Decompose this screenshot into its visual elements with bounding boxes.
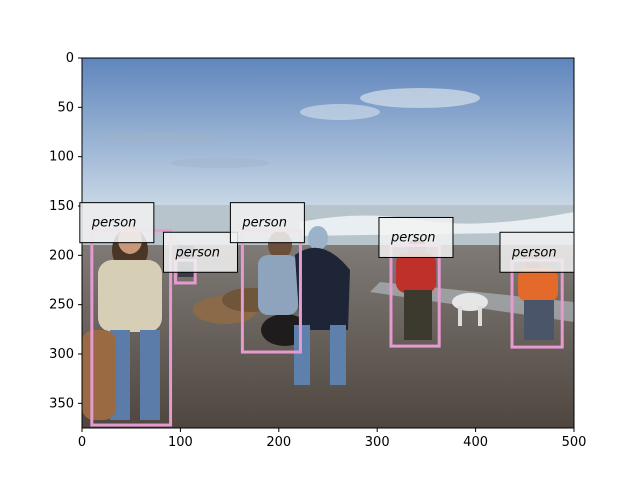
y-tick-label: 0 xyxy=(66,51,74,66)
detection-label-bg xyxy=(229,202,305,244)
dog-brown-left xyxy=(82,330,116,420)
detection-label-bg xyxy=(162,231,238,273)
x-tick-label: 100 xyxy=(168,435,193,450)
detection-boxes: person person person person person xyxy=(79,202,575,427)
y-tick-label: 100 xyxy=(49,150,74,165)
person-figure-navy xyxy=(294,226,350,385)
detection-label: person xyxy=(174,245,220,260)
detection-label-bg xyxy=(79,202,155,244)
detection-label-bg xyxy=(499,231,575,273)
beach-photo xyxy=(82,58,574,428)
dog-white xyxy=(452,293,488,326)
x-tick-label: 300 xyxy=(365,435,390,450)
person-figure-orange xyxy=(518,253,558,340)
detection-label: person xyxy=(390,230,436,245)
cloud xyxy=(100,132,220,144)
y-tick-label: 350 xyxy=(49,396,74,411)
detection-label: person xyxy=(241,216,287,231)
x-tick-label: 500 xyxy=(562,435,587,450)
y-tick-label: 150 xyxy=(49,199,74,214)
y-tick-label: 300 xyxy=(49,347,74,362)
x-tick-label: 400 xyxy=(463,435,488,450)
y-tick-label: 250 xyxy=(49,298,74,313)
x-tick-label: 200 xyxy=(266,435,291,450)
x-axis-ticks: 0 100 200 300 400 500 xyxy=(78,428,587,450)
x-tick-label: 0 xyxy=(78,435,86,450)
y-tick-label: 50 xyxy=(57,100,74,115)
detection-label: person xyxy=(91,216,137,231)
y-axis-ticks: 0 50 100 150 200 250 300 350 xyxy=(49,51,82,411)
detection-label: person xyxy=(511,245,557,260)
cloud xyxy=(360,88,480,108)
cloud xyxy=(300,104,380,120)
detection-label-bg xyxy=(378,216,454,258)
cloud xyxy=(170,158,270,168)
y-tick-label: 200 xyxy=(49,248,74,263)
